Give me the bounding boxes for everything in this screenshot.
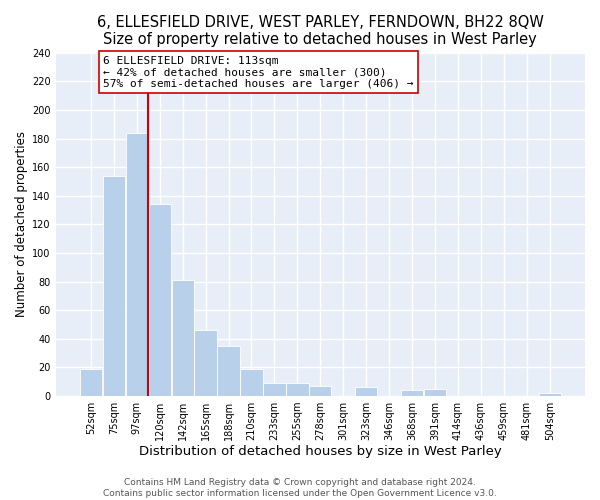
Bar [194,330,217,396]
Bar [241,369,263,396]
Bar [355,388,377,396]
Bar [263,383,286,396]
Bar [149,204,171,396]
Title: 6, ELLESFIELD DRIVE, WEST PARLEY, FERNDOWN, BH22 8QW
Size of property relative t: 6, ELLESFIELD DRIVE, WEST PARLEY, FERNDO… [97,15,544,48]
Text: 6 ELLESFIELD DRIVE: 113sqm
← 42% of detached houses are smaller (300)
57% of sem: 6 ELLESFIELD DRIVE: 113sqm ← 42% of deta… [103,56,414,89]
Bar [80,369,102,396]
Y-axis label: Number of detached properties: Number of detached properties [15,132,28,318]
Bar [309,386,331,396]
Bar [172,280,194,396]
Bar [217,346,239,396]
Bar [424,389,446,396]
X-axis label: Distribution of detached houses by size in West Parley: Distribution of detached houses by size … [139,444,502,458]
Bar [401,390,423,396]
Bar [103,176,125,396]
Bar [286,383,308,396]
Bar [125,133,148,396]
Text: Contains HM Land Registry data © Crown copyright and database right 2024.
Contai: Contains HM Land Registry data © Crown c… [103,478,497,498]
Bar [539,393,561,396]
